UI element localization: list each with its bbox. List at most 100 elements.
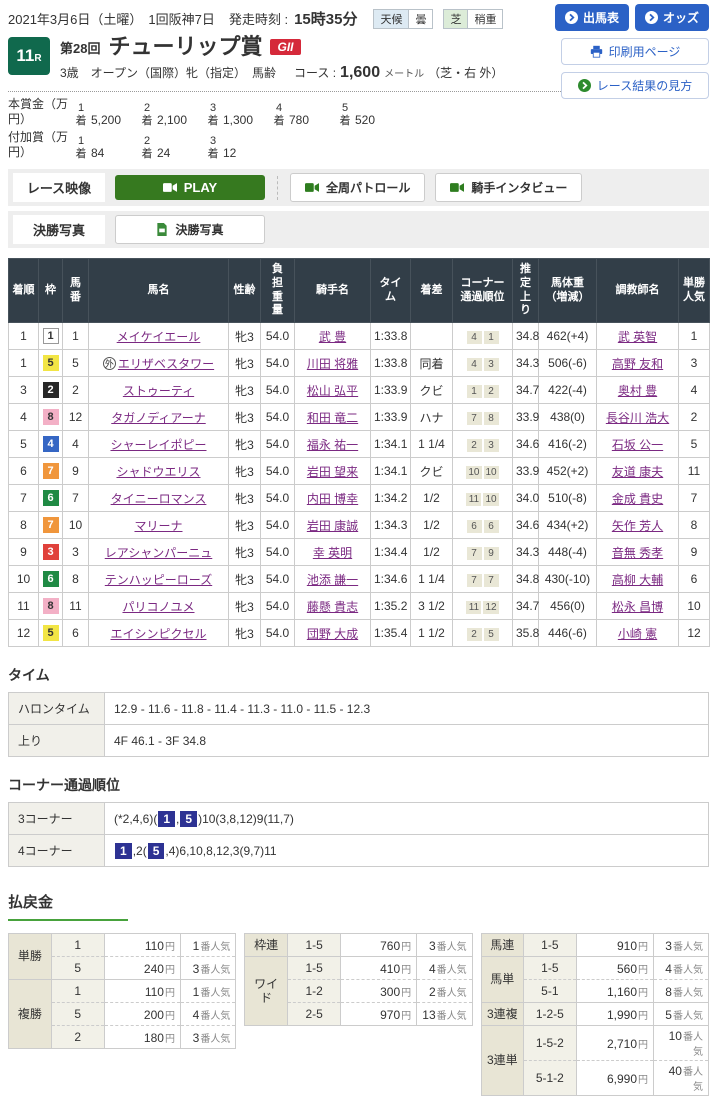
trainer-link[interactable]: 長谷川 浩大	[605, 410, 670, 425]
arrow-circle-icon	[564, 11, 578, 24]
frame-cell: 4	[38, 430, 63, 459]
carried-weight: 54.0	[260, 619, 295, 648]
trainer-link[interactable]: 友道 康夫	[611, 464, 664, 479]
horse-number: 9	[62, 457, 89, 486]
horse-name-link[interactable]: エリザベスタワー	[117, 356, 215, 371]
entries-button[interactable]: 出馬表	[554, 4, 629, 31]
last-3f: 34.7	[512, 376, 539, 405]
corner-position-box: 2	[483, 384, 499, 398]
frame-cell: 6	[38, 484, 63, 513]
trainer-link[interactable]: 石坂 公一	[611, 437, 664, 452]
jockey-cell: 岩田 康誠	[294, 511, 371, 540]
finish-photo-button[interactable]: 決勝写真	[115, 215, 265, 245]
horse-name-link[interactable]: シャドウエリス	[116, 464, 201, 479]
trainer-link[interactable]: 矢作 芳人	[611, 518, 664, 533]
result-row: 4 8 12 タガノディアーナ 牝3 54.0 和田 竜二 1:33.9 ハナ 7 8 33.9 438…	[8, 403, 710, 432]
highlighted-horse-number: 5	[147, 842, 165, 859]
finish-time: 1:33.9	[370, 376, 411, 405]
trainer-link[interactable]: 奥村 豊	[617, 383, 658, 398]
print-page-button[interactable]: 印刷用ページ	[561, 38, 709, 65]
horse-name-link[interactable]: マリーナ	[134, 518, 183, 533]
payout-combination: 2	[50, 1025, 105, 1050]
horse-number: 12	[62, 403, 89, 432]
horse-name-link[interactable]: テンハッピーローズ	[104, 572, 213, 587]
margin	[410, 322, 453, 351]
carried-weight: 54.0	[260, 511, 295, 540]
trainer-cell: 矢作 芳人	[596, 511, 679, 540]
time-row-label: ハロンタイム	[8, 692, 105, 726]
horse-name-link[interactable]: タイニーロマンス	[110, 491, 207, 506]
finish-time: 1:34.1	[370, 430, 411, 459]
time-row: 上り 4F 46.1 - 3F 34.8	[8, 724, 709, 758]
prize-value: 520	[355, 113, 376, 128]
payout-popularity: 13番人気	[416, 1002, 473, 1027]
results-column-header: 枠	[38, 258, 63, 324]
play-button[interactable]: PLAY	[115, 175, 265, 201]
jockey-link[interactable]: 岩田 康誠	[306, 518, 359, 533]
race-video-label: レース映像	[13, 173, 105, 203]
frame-cell: 8	[38, 592, 63, 621]
jockey-link[interactable]: 和田 竜二	[306, 410, 359, 425]
sex-age: 牝3	[228, 565, 261, 594]
horse-name-link[interactable]: シャーレイポピー	[110, 437, 207, 452]
horse-name-link[interactable]: レアシャンパーニュ	[104, 545, 213, 560]
jockey-link[interactable]: 岩田 望来	[306, 464, 359, 479]
race-date: 2021年3月6日（土曜）	[8, 12, 143, 27]
odds-button[interactable]: オッズ	[634, 4, 709, 31]
horse-name-link[interactable]: エイシンピクセル	[110, 626, 207, 641]
corner-table: 3コーナー (*2,4,6)(1, 5)10(3,8,12)9(11,7) 4コーナー…	[8, 802, 709, 868]
payout-combination: 5-1-2	[522, 1060, 577, 1097]
corner-position-box: 1	[466, 384, 482, 398]
jockey-link[interactable]: 池添 謙一	[306, 572, 359, 587]
jockey-link[interactable]: 内田 博幸	[306, 491, 359, 506]
jockey-link[interactable]: 団野 大成	[306, 626, 359, 641]
grade-badge: GII	[270, 39, 301, 56]
payout-amount: 2,710円	[575, 1025, 655, 1061]
horse-name-link[interactable]: パリコノユメ	[122, 599, 195, 614]
jockey-link[interactable]: 藤懸 貴志	[306, 599, 359, 614]
carried-weight: 54.0	[260, 376, 295, 405]
trainer-link[interactable]: 金成 貴史	[611, 491, 664, 506]
popularity-suffix: 番人気	[672, 987, 703, 999]
horse-name-cell: レアシャンパーニュ	[88, 538, 229, 567]
prize-value: 12	[223, 146, 237, 161]
jockey-cell: 和田 竜二	[294, 403, 371, 432]
prize-item: 5 着 520	[338, 97, 404, 127]
jockey-cell: 福永 祐一	[294, 430, 371, 459]
horse-name-link[interactable]: メイケイエール	[116, 329, 201, 344]
jockey-link[interactable]: 武 豊	[318, 329, 347, 344]
horse-name-link[interactable]: タガノディアーナ	[111, 410, 206, 425]
corner-position-box: 1	[483, 330, 499, 344]
payout-amount: 110円	[103, 979, 181, 1003]
sex-age: 牝3	[228, 430, 261, 459]
patrol-video-button[interactable]: 全周パトロール	[290, 173, 426, 203]
jockey-interview-button[interactable]: 騎手インタビュー	[435, 173, 583, 203]
result-guide-button[interactable]: レース結果の見方	[561, 72, 709, 99]
corner-position-box: 4	[466, 357, 482, 371]
bet-type-label: 3連単	[480, 1025, 524, 1097]
trainer-link[interactable]: 松永 昌博	[611, 599, 664, 614]
frame-cell: 6	[38, 565, 63, 594]
jockey-link[interactable]: 松山 弘平	[306, 383, 359, 398]
trainer-link[interactable]: 音無 秀孝	[611, 545, 664, 560]
last-3f: 34.8	[512, 322, 539, 351]
horse-number: 5	[62, 349, 89, 378]
horse-weight: 446(-6)	[538, 619, 597, 648]
trainer-link[interactable]: 武 英智	[617, 329, 658, 344]
frame-number-badge: 3	[42, 544, 59, 561]
horse-weight: 452(+2)	[538, 457, 597, 486]
jockey-link[interactable]: 福永 祐一	[306, 437, 359, 452]
trainer-link[interactable]: 高野 友和	[611, 356, 664, 371]
jockey-link[interactable]: 川田 将雅	[306, 356, 359, 371]
trainer-link[interactable]: 高柳 大輔	[611, 572, 664, 587]
payout-tables: 単勝 1 110円 1番人気 5 240円 3番人気 複勝 1 110円 1番人気 5 200円 4番人気…	[8, 933, 709, 1097]
horse-name-link[interactable]: ストゥーティ	[122, 383, 195, 398]
yen-suffix: 円	[638, 1074, 648, 1086]
margin: 1/2	[410, 511, 453, 540]
trainer-link[interactable]: 小崎 憲	[617, 626, 658, 641]
jockey-link[interactable]: 幸 英明	[312, 545, 353, 560]
corner-position-box: 12	[483, 600, 499, 614]
video-camera-icon	[450, 183, 465, 193]
